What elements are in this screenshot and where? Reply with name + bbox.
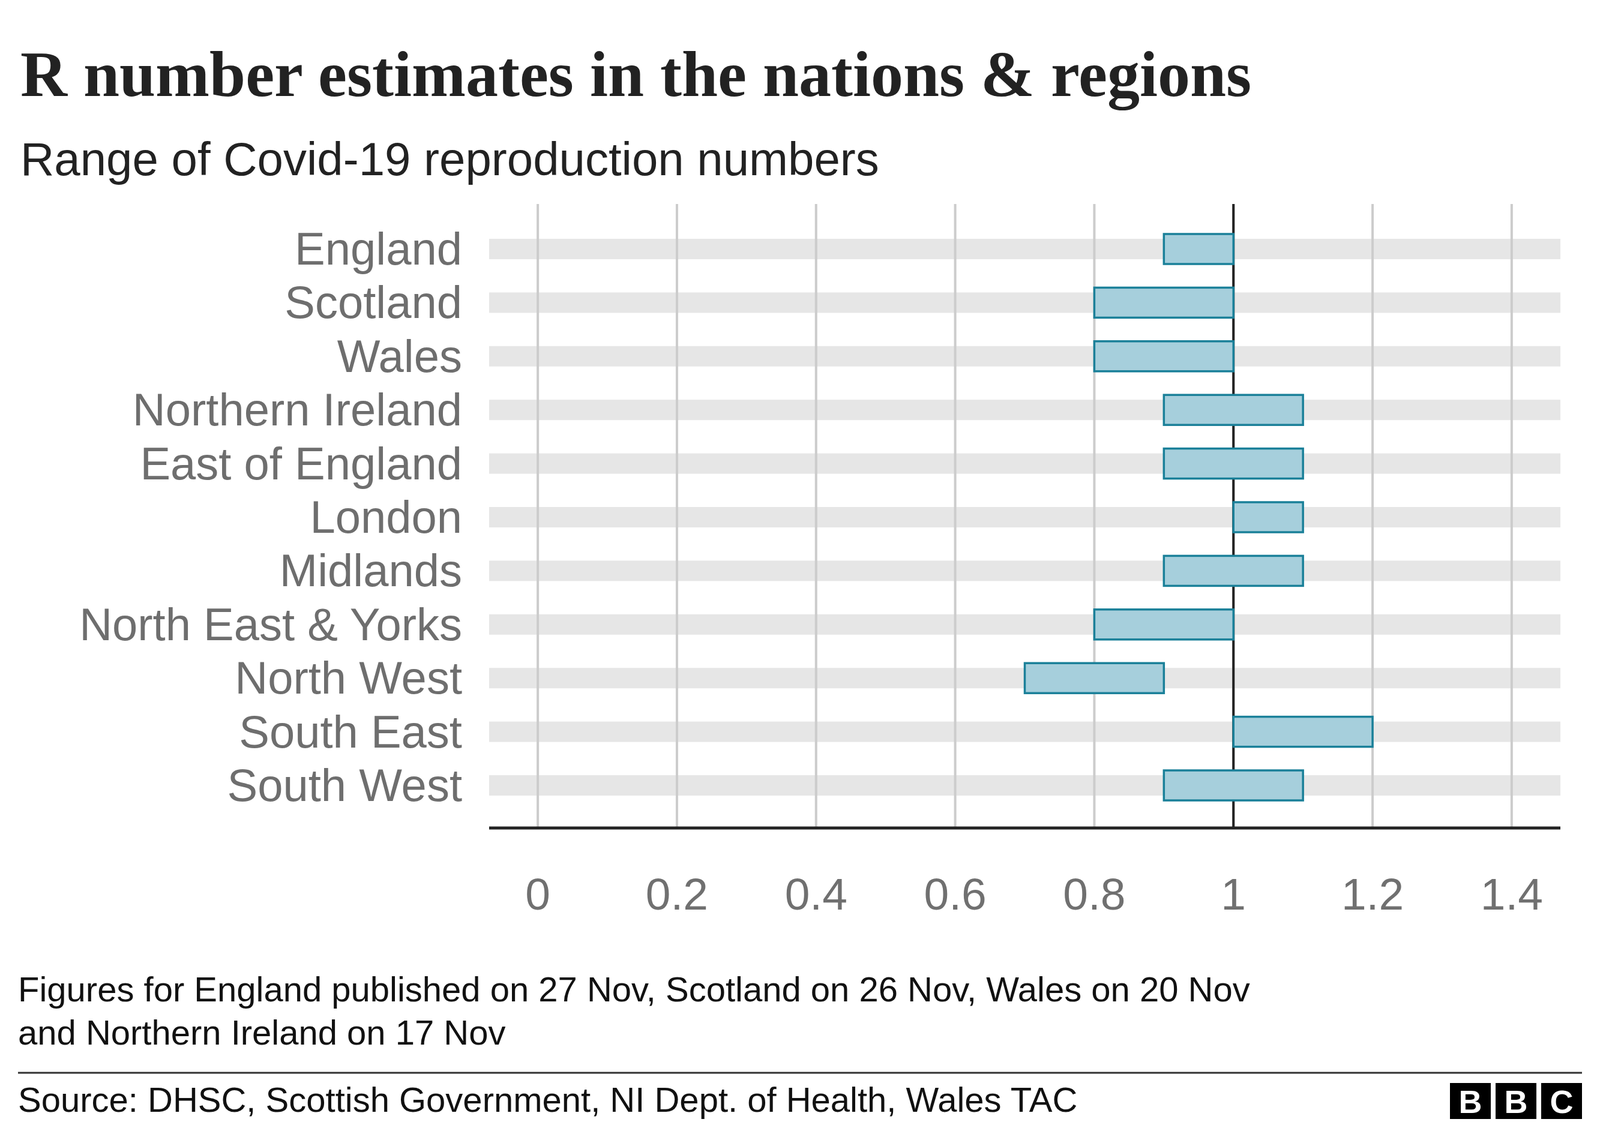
- range-bar: [1233, 717, 1373, 748]
- logo-box: [1541, 1083, 1582, 1120]
- grid-line: [1510, 204, 1513, 829]
- source: Source: DHSC, Scottish Government, NI De…: [18, 1080, 1078, 1120]
- row-band: [489, 775, 1561, 796]
- row-band: [489, 721, 1561, 743]
- tick-label: 0.8: [1062, 869, 1126, 920]
- range-bar: [1163, 555, 1303, 586]
- tick-label: 1: [1220, 869, 1246, 920]
- note: Figures for England published on 27 Nov,…: [18, 969, 1251, 1009]
- range-bar: [1094, 609, 1234, 640]
- category-label: North West: [234, 652, 463, 704]
- category-label: South East: [238, 706, 463, 758]
- row-band: [489, 238, 1561, 260]
- tick-label: 1.2: [1341, 869, 1404, 920]
- category-label: Scotland: [284, 276, 463, 328]
- range-bar: [1233, 502, 1303, 533]
- tick-label: 0: [525, 869, 551, 920]
- chart-container: R number estimates in the nations & regi…: [0, 0, 1600, 1125]
- category-label: England: [294, 223, 463, 275]
- logo-letter: B: [1458, 1083, 1483, 1120]
- grid-line: [675, 204, 679, 829]
- logo-letter: B: [1504, 1083, 1528, 1120]
- range-bar: [1163, 394, 1303, 425]
- category-label: Midlands: [279, 544, 463, 596]
- row-band: [489, 292, 1561, 313]
- row-band: [489, 346, 1561, 367]
- row-band: [489, 560, 1561, 581]
- logo: BBC: [1458, 1083, 1574, 1120]
- range-bar: [1163, 234, 1234, 265]
- tick-label: 1.4: [1480, 869, 1543, 920]
- category-label: North East & Yorks: [79, 598, 463, 650]
- separator: [18, 1072, 1582, 1075]
- tick-label: 0.2: [645, 869, 709, 920]
- range-bar: [1025, 663, 1165, 694]
- x-axis-line: [489, 827, 1561, 831]
- range-bar: [1094, 341, 1234, 372]
- tick-label: 0.4: [784, 869, 848, 920]
- grid-line: [536, 204, 539, 829]
- grid-line: [815, 204, 818, 829]
- chart-svg: R number estimates in the nations & regi…: [0, 0, 1600, 1125]
- row-band: [489, 399, 1561, 421]
- category-label: East of England: [139, 438, 463, 490]
- category-label: Wales: [337, 330, 463, 382]
- subtitle: Range of Covid-19 reproduction numbers: [20, 132, 880, 186]
- title: R number estimates in the nations & regi…: [20, 38, 1252, 111]
- category-label: London: [309, 491, 463, 543]
- row-band: [489, 507, 1561, 528]
- logo-box: [1495, 1083, 1537, 1120]
- row-band: [489, 453, 1561, 475]
- range-bar: [1163, 448, 1303, 479]
- range-bar: [1163, 770, 1303, 801]
- bars: [1025, 204, 1374, 829]
- row-band: [489, 614, 1561, 635]
- grid-line: [954, 204, 957, 829]
- tick-label: 0.6: [923, 869, 987, 920]
- logo-box: [1449, 1083, 1491, 1120]
- category-label: South West: [227, 759, 463, 811]
- note: and Northern Ireland on 17 Nov: [18, 1013, 506, 1053]
- range-bar: [1094, 287, 1234, 318]
- logo-letter: C: [1550, 1083, 1574, 1120]
- category-label: Northern Ireland: [132, 384, 463, 436]
